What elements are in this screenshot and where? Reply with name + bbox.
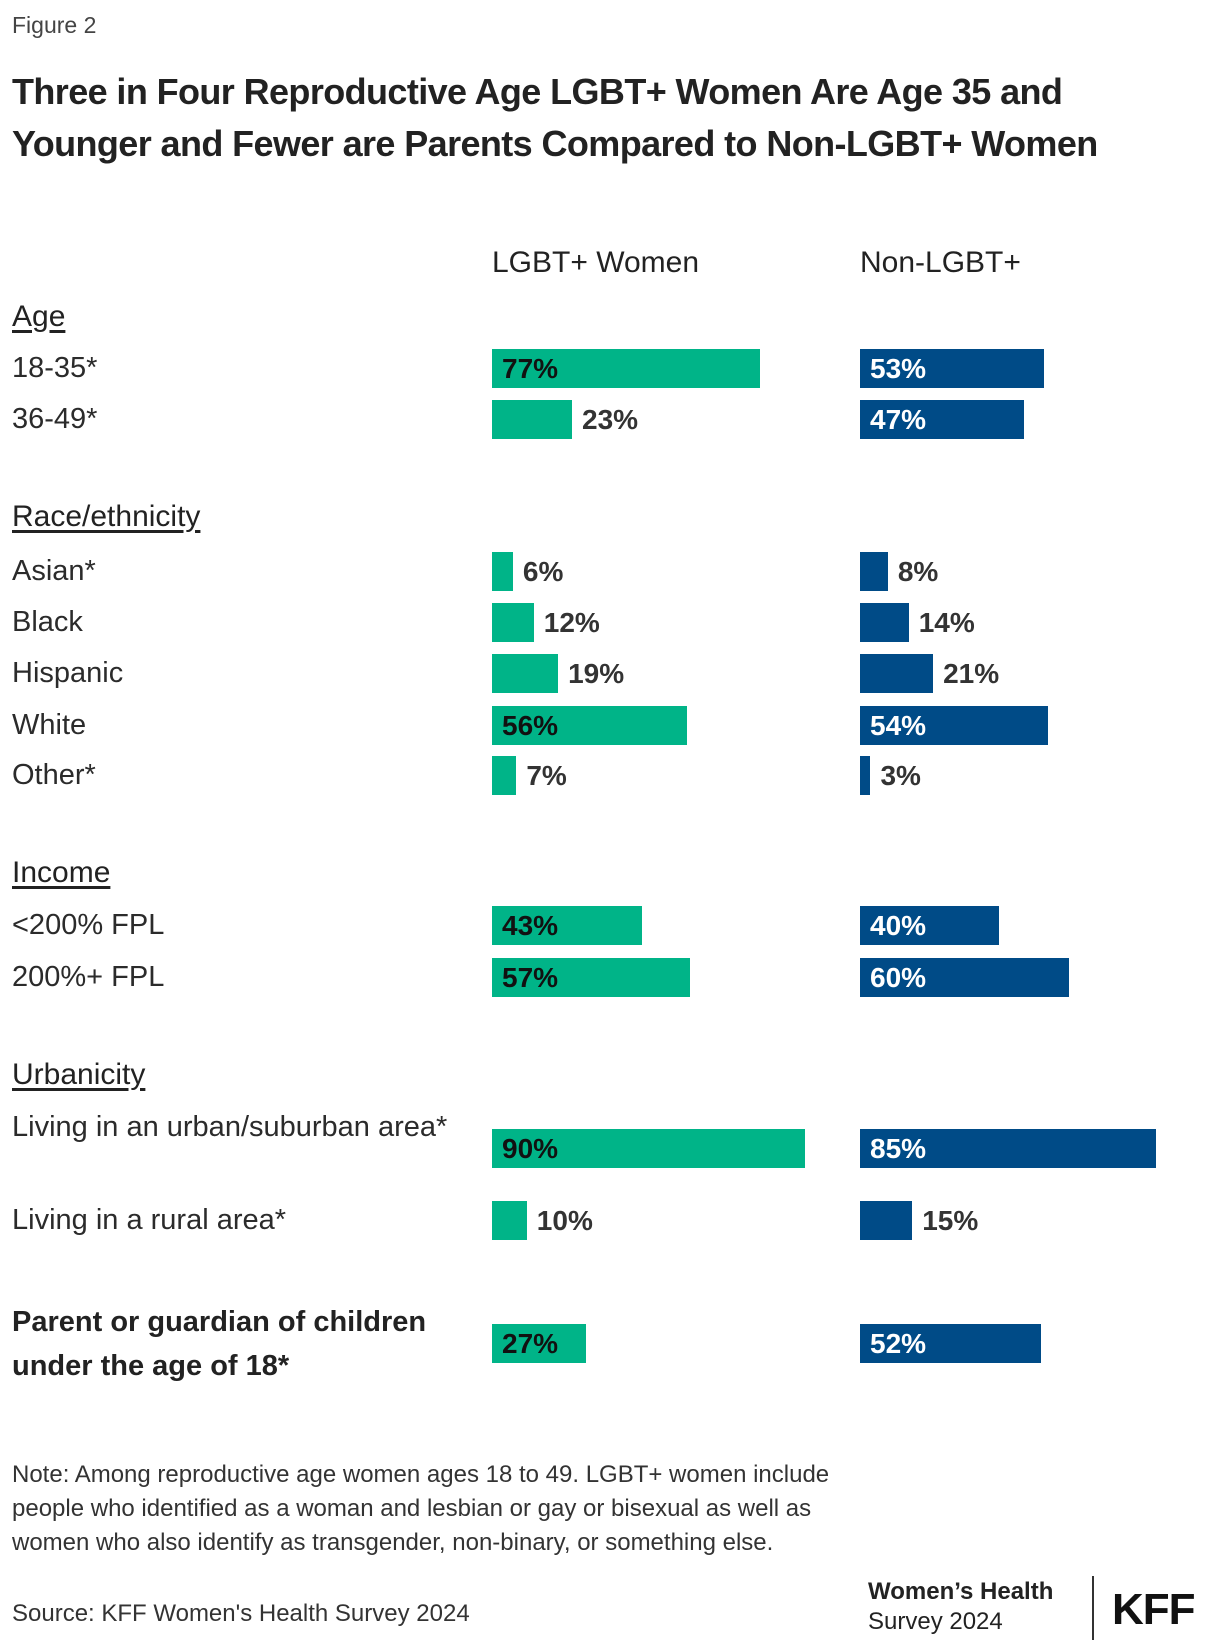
data-label: 77% — [502, 353, 559, 384]
row-label: Living in a rural area* — [12, 1204, 287, 1236]
bar-lgbt — [492, 756, 517, 795]
legend-non-lgbt: Non-LGBT+ — [860, 246, 1021, 279]
data-label: 90% — [502, 1133, 559, 1164]
bar-lgbt — [492, 654, 559, 693]
bar-non-lgbt — [860, 1129, 1156, 1168]
chart-title: Three in Four Reproductive Age LGBT+ Wom… — [12, 71, 1098, 164]
data-label: 23% — [582, 404, 639, 435]
bar-lgbt — [492, 552, 513, 591]
row-label: Asian* — [12, 555, 96, 587]
bar-lgbt — [492, 906, 642, 945]
bar-lgbt — [492, 706, 687, 745]
logo-divider — [1092, 1576, 1094, 1640]
bar-non-lgbt — [860, 1324, 1041, 1363]
data-label: 53% — [870, 353, 927, 384]
bar-non-lgbt — [860, 349, 1045, 388]
source: Source: KFF Women's Health Survey 2024 — [12, 1600, 470, 1627]
section-heading: Race/ethnicity — [12, 500, 201, 533]
data-label: 8% — [897, 556, 939, 587]
row-label: Living in an urban/suburban area* — [12, 1111, 448, 1143]
bar-non-lgbt — [860, 1201, 913, 1240]
data-label: 60% — [870, 962, 927, 993]
bar-non-lgbt — [860, 400, 1024, 439]
data-label: 19% — [568, 658, 625, 689]
data-label: 57% — [502, 962, 559, 993]
data-label: 43% — [502, 910, 559, 941]
bar-non-lgbt — [860, 654, 934, 693]
data-label: 47% — [870, 404, 927, 435]
data-label: 10% — [536, 1205, 593, 1236]
section-heading: Income — [12, 856, 111, 889]
row-label: Hispanic — [12, 657, 124, 689]
data-label: 12% — [543, 607, 600, 638]
figure-label: Figure 2 — [12, 12, 97, 38]
row-label: White — [12, 709, 87, 741]
data-label: 52% — [870, 1328, 927, 1359]
data-label: 7% — [526, 760, 567, 791]
row-label: <200% FPL — [12, 909, 165, 941]
data-label: 27% — [502, 1328, 559, 1359]
data-label: 85% — [870, 1133, 927, 1164]
row-label: Black — [12, 606, 83, 638]
bar-non-lgbt — [860, 706, 1048, 745]
section-heading: Urbanicity — [12, 1058, 146, 1091]
data-label: 15% — [922, 1205, 979, 1236]
bar-non-lgbt — [860, 906, 1000, 945]
bar-lgbt — [492, 400, 573, 439]
bar-non-lgbt — [860, 603, 909, 642]
bar-lgbt — [492, 1324, 586, 1363]
data-label: 21% — [943, 658, 1000, 689]
row-label: 18-35* — [12, 352, 98, 384]
survey-logo-line1: Women’s Health — [868, 1578, 1054, 1605]
row-label: 200%+ FPL — [12, 961, 165, 993]
data-label: 14% — [918, 607, 975, 638]
bar-lgbt — [492, 1201, 527, 1240]
data-label: 6% — [522, 556, 564, 587]
bar-lgbt — [492, 603, 534, 642]
bar-lgbt — [492, 958, 691, 997]
bar-lgbt — [492, 1129, 806, 1168]
bar-non-lgbt — [860, 552, 888, 591]
section-heading: Age — [12, 300, 66, 333]
row-label: Parent or guardian of children under the… — [12, 1306, 427, 1382]
kff-logo: KFF — [1112, 1585, 1196, 1634]
bar-non-lgbt — [860, 756, 871, 795]
row-label: 36-49* — [12, 403, 98, 435]
data-label: 3% — [880, 760, 921, 791]
note: Note: Among reproductive age women ages … — [12, 1461, 830, 1556]
bar-lgbt — [492, 349, 760, 388]
row-label: Other* — [12, 759, 96, 791]
data-label: 40% — [870, 910, 927, 941]
legend-lgbt: LGBT+ Women — [492, 246, 700, 279]
data-label: 56% — [502, 710, 559, 741]
survey-logo-line2: Survey 2024 — [868, 1608, 1003, 1635]
data-label: 54% — [870, 710, 927, 741]
bar-non-lgbt — [860, 958, 1069, 997]
